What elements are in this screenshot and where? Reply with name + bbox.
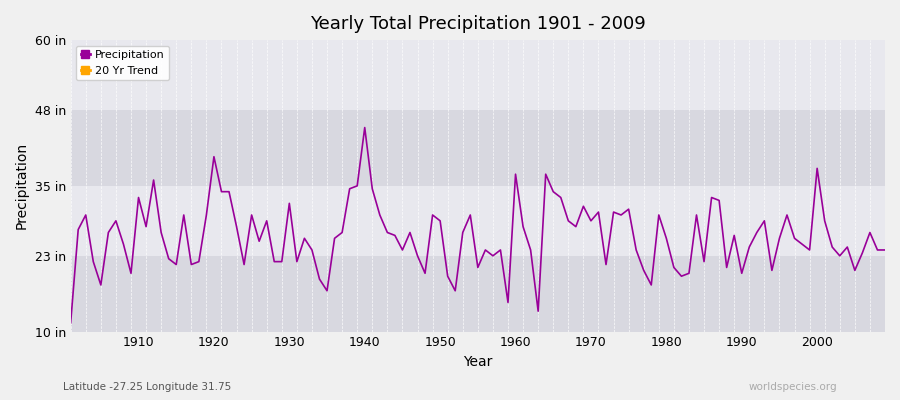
X-axis label: Year: Year [464, 355, 492, 369]
Text: Latitude -27.25 Longitude 31.75: Latitude -27.25 Longitude 31.75 [63, 382, 231, 392]
Title: Yearly Total Precipitation 1901 - 2009: Yearly Total Precipitation 1901 - 2009 [310, 15, 645, 33]
Bar [71, 40, 885, 110]
Text: worldspecies.org: worldspecies.org [749, 382, 837, 392]
Bar [71, 256, 885, 332]
Y-axis label: Precipitation: Precipitation [15, 142, 29, 230]
Bar [71, 186, 885, 256]
Legend: Precipitation, 20 Yr Trend: Precipitation, 20 Yr Trend [76, 46, 169, 80]
Bar [71, 110, 885, 186]
